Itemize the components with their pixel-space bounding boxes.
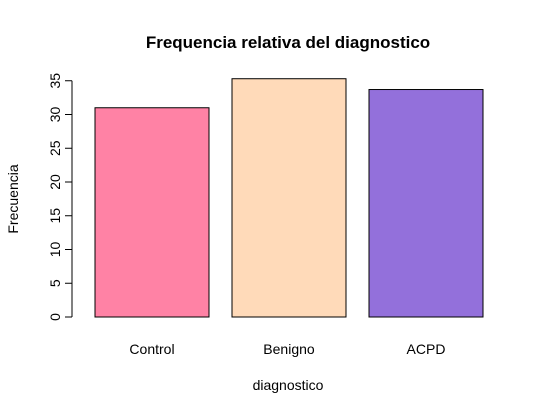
x-tick-label: Control <box>129 341 174 357</box>
x-tick-label: ACPD <box>407 341 446 357</box>
y-tick-label: 15 <box>47 208 63 224</box>
y-axis: 0 5 10 15 20 25 30 35 <box>47 73 73 321</box>
y-tick-label: 10 <box>47 242 63 258</box>
y-tick-label: 5 <box>47 279 63 287</box>
bar-acpd <box>368 89 484 318</box>
bar-control <box>94 107 210 318</box>
x-tick-label: Benigno <box>263 341 315 357</box>
y-tick-label: 25 <box>47 140 63 156</box>
x-axis-label: diagnostico <box>253 377 324 393</box>
y-tick-label: 30 <box>47 107 63 123</box>
bar-benigno <box>231 78 347 318</box>
y-tick-label: 20 <box>47 174 63 190</box>
x-tick-labels: Control Benigno ACPD <box>129 341 445 357</box>
y-axis-label: Frecuencia <box>5 164 21 233</box>
y-tick-label: 0 <box>47 313 63 321</box>
chart-title: Frequencia relativa del diagnostico <box>146 33 430 52</box>
bars <box>94 78 484 318</box>
y-tick-label: 35 <box>47 73 63 89</box>
